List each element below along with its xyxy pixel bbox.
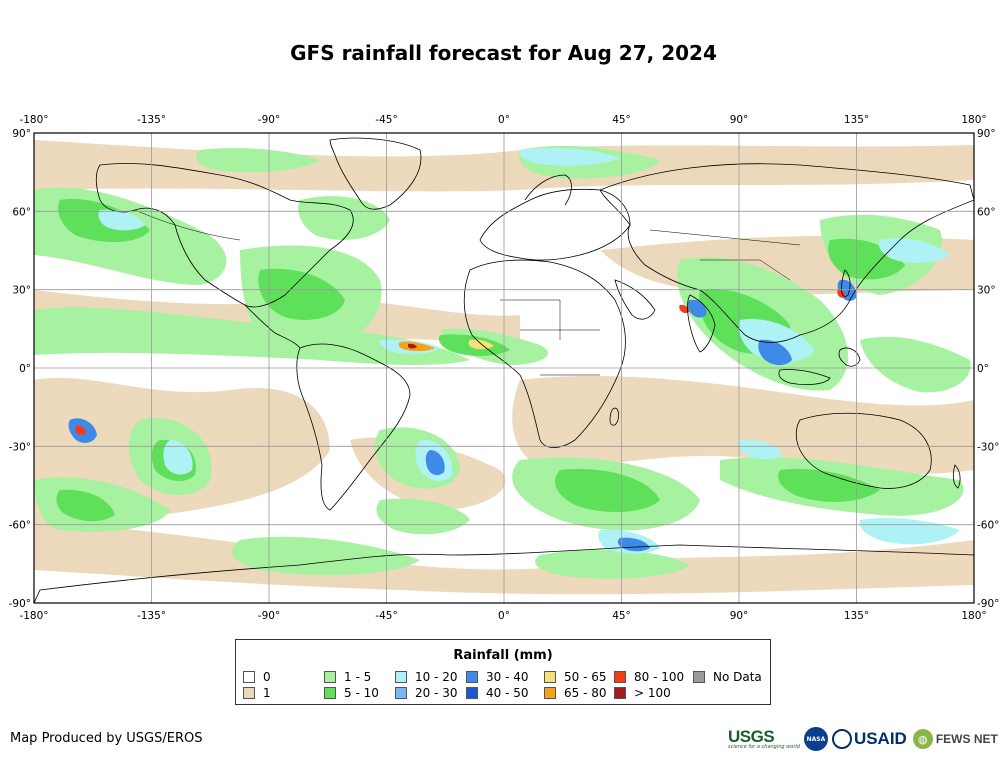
legend-swatch: [243, 671, 255, 683]
legend-label: 30 - 40: [486, 670, 529, 684]
legend-swatch: [544, 671, 556, 683]
lat-tick-label-right: 90°: [977, 128, 996, 140]
lon-tick-label-top: -45°: [375, 114, 397, 126]
lon-tick-label-top: 135°: [844, 114, 869, 126]
legend-swatch: [395, 671, 407, 683]
legend-item: 30 - 40: [466, 670, 529, 684]
fews-globe-icon: ◍: [912, 729, 933, 749]
lat-tick-label-left: 60°: [12, 206, 31, 218]
legend-label: 0: [263, 670, 271, 684]
usgs-tagline: science for a changing world: [728, 744, 800, 750]
lat-tick-label-right: 60°: [977, 206, 996, 218]
lon-tick-label-top: 45°: [612, 114, 631, 126]
lon-tick-label-bottom: 135°: [844, 610, 869, 622]
legend-item: 0: [243, 670, 271, 684]
map-frame: [33, 132, 975, 604]
lon-tick-label-bottom: -135°: [137, 610, 166, 622]
legend-label: 65 - 80: [564, 686, 607, 700]
legend-swatch: [614, 671, 626, 683]
usgs-wordmark: USGS: [728, 727, 775, 746]
lon-tick-label-bottom: -180°: [19, 610, 48, 622]
legend-item: 50 - 65: [544, 670, 607, 684]
legend-label: 1: [263, 686, 271, 700]
legend-item: 40 - 50: [466, 686, 529, 700]
lat-tick-label-right: -60°: [977, 520, 999, 532]
legend-swatch: [324, 687, 336, 699]
lat-tick-label-right: 30°: [977, 285, 996, 297]
lon-tick-label-top: 180°: [961, 114, 986, 126]
legend-label: 5 - 10: [344, 686, 379, 700]
legend-swatch: [693, 671, 705, 683]
lon-tick-label-bottom: 0°: [498, 610, 510, 622]
legend-label: 10 - 20: [415, 670, 458, 684]
legend-label: 50 - 65: [564, 670, 607, 684]
lon-tick-label-top: 90°: [730, 114, 749, 126]
credit-text: Map Produced by USGS/EROS: [10, 731, 203, 746]
usaid-wordmark: USAID: [853, 729, 907, 748]
legend-swatch: [466, 671, 478, 683]
legend-item: 5 - 10: [324, 686, 379, 700]
legend-label: 20 - 30: [415, 686, 458, 700]
map-title: GFS rainfall forecast for Aug 27, 2024: [290, 41, 717, 65]
usgs-logo: USGS science for a changing world: [728, 728, 800, 750]
country-borders: [134, 209, 801, 376]
axis-ticks: -180° -180° -135° -135° -90° -90° -45° -45° 0° 0°…: [9, 114, 1000, 622]
legend-item: 65 - 80: [544, 686, 607, 700]
legend-swatch: [395, 687, 407, 699]
lat-tick-label-right: 0°: [977, 363, 989, 375]
legend-swatch: [544, 687, 556, 699]
fews-wordmark: FEWS NET: [935, 732, 998, 746]
lat-tick-label-left: 0°: [19, 363, 31, 375]
legend-label: No Data: [713, 670, 762, 684]
legend-item: 80 - 100: [614, 670, 684, 684]
legend-item: 1: [243, 686, 271, 700]
usaid-seal-icon: [831, 729, 852, 749]
legend-label: 1 - 5: [344, 670, 372, 684]
lon-tick-label-bottom: 45°: [612, 610, 631, 622]
lat-tick-label-left: 30°: [12, 285, 31, 297]
legend-item: No Data: [693, 670, 762, 684]
lat-tick-label-left: -60°: [9, 520, 31, 532]
legend-swatch: [243, 687, 255, 699]
lat-tick-label-left: -30°: [9, 441, 31, 453]
legend-label: > 100: [634, 686, 671, 700]
coastlines: [34, 137, 974, 603]
legend-label: 40 - 50: [486, 686, 529, 700]
legend-title: Rainfall (mm): [453, 648, 553, 663]
legend-swatch: [614, 687, 626, 699]
lon-tick-label-bottom: 90°: [730, 610, 749, 622]
legend-swatch: [466, 687, 478, 699]
partner-logos: USGS science for a changing world NASA U…: [728, 726, 998, 752]
legend: Rainfall (mm) 0 1 1 - 5 5 - 10 10 - 20 20 - 3…: [235, 639, 771, 705]
lon-tick-label-bottom: -90°: [258, 610, 280, 622]
legend-item: 20 - 30: [395, 686, 458, 700]
lat-tick-label-left: 90°: [12, 128, 31, 140]
lon-tick-label-bottom: 180°: [961, 610, 986, 622]
legend-item: > 100: [614, 686, 671, 700]
legend-label: 80 - 100: [634, 670, 685, 684]
lat-tick-label-left: -90°: [9, 598, 31, 610]
lon-tick-label-bottom: -45°: [375, 610, 397, 622]
lon-tick-label-top: 0°: [498, 114, 510, 126]
lat-tick-label-right: -30°: [977, 441, 999, 453]
nasa-logo: NASA: [803, 727, 828, 751]
lon-tick-label-top: -180°: [19, 114, 48, 126]
legend-item: 10 - 20: [395, 670, 458, 684]
legend-swatch: [324, 671, 336, 683]
graticule: [34, 133, 974, 603]
lat-tick-label-right: -90°: [977, 598, 999, 610]
lon-tick-label-top: -90°: [258, 114, 280, 126]
lon-tick-label-top: -135°: [137, 114, 166, 126]
legend-item: 1 - 5: [324, 670, 371, 684]
